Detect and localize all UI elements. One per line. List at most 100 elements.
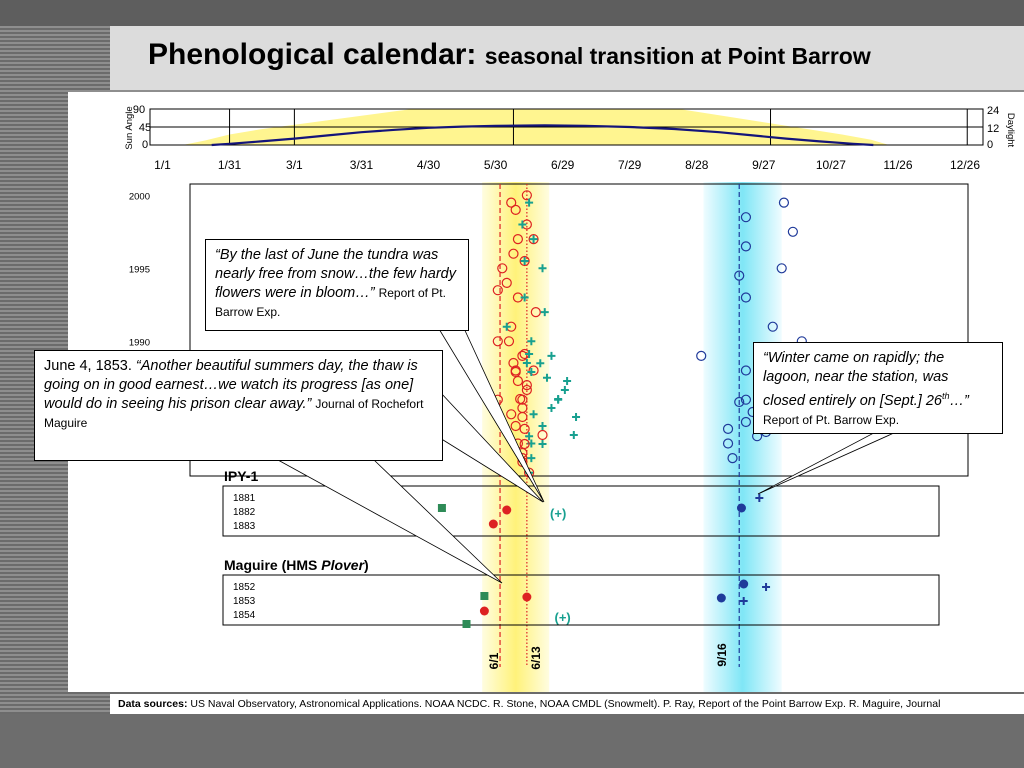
y-tick-right: 0 bbox=[987, 139, 993, 151]
snowmelt-circle bbox=[519, 423, 530, 434]
callout-winter-source: Report of Pt. Barrow Exp. bbox=[763, 412, 900, 427]
maguire-year: 1854 bbox=[233, 610, 256, 621]
snowmelt-cross bbox=[529, 410, 538, 419]
snowmelt-cross bbox=[554, 395, 563, 403]
freeze-circle bbox=[734, 396, 745, 408]
maguire-snowfree-square bbox=[480, 592, 489, 600]
callout-maguire-date: June 4, 1853. bbox=[44, 358, 132, 374]
ipy1-year: 1881 bbox=[233, 493, 256, 504]
x-tick-label: 4/30 bbox=[417, 158, 441, 172]
callout-tundra-quote: “By the last of June the tundra was near… bbox=[205, 239, 469, 331]
ipy1-paren-cross: (+) bbox=[550, 506, 566, 521]
callout-winter-sup: th bbox=[941, 391, 950, 401]
maguire-label-suffix: ) bbox=[364, 557, 369, 573]
callout-maguire-text: “Another beautiful summers day, the thaw… bbox=[44, 358, 418, 412]
snowmelt-cross bbox=[525, 198, 534, 207]
freeze-circle bbox=[722, 438, 734, 449]
callout-winter-text: “Winter came on rapidly; the lagoon, nea… bbox=[763, 350, 949, 409]
callout-maguire-quote: June 4, 1853. “Another beautiful summers… bbox=[34, 350, 443, 461]
maguire-freeze-dot bbox=[739, 579, 749, 589]
maguire-snowmelt-dot bbox=[479, 606, 489, 616]
snowmelt-cross bbox=[563, 377, 572, 385]
scatter-plot-frame bbox=[189, 183, 969, 477]
snowmelt-circle bbox=[521, 190, 532, 201]
snowmelt-cross bbox=[538, 264, 547, 273]
snowmelt-cross bbox=[538, 422, 547, 430]
y-axis-label-left: Sun Angle bbox=[124, 106, 135, 149]
freeze-band bbox=[703, 182, 782, 692]
ipy1-snowmelt-dot bbox=[488, 519, 498, 529]
snowmelt-circle bbox=[506, 197, 517, 208]
x-tick-label: 5/30 bbox=[484, 158, 508, 172]
freeze-circle bbox=[776, 263, 787, 274]
snowmelt-cross bbox=[560, 386, 569, 394]
snowmelt-cross bbox=[525, 350, 534, 358]
snowmelt-cross bbox=[547, 404, 556, 412]
maguire-label-ship: Plover bbox=[321, 557, 365, 573]
snowmelt-circle bbox=[503, 336, 515, 347]
y-tick-left: 90 bbox=[133, 104, 145, 116]
snowmelt-circle bbox=[510, 420, 521, 432]
snowmelt-circle bbox=[517, 411, 528, 423]
snowmelt-cross bbox=[502, 322, 511, 331]
freeze-circle bbox=[722, 423, 734, 434]
x-tick-label: 3/1 bbox=[286, 158, 303, 172]
snowmelt-cross bbox=[542, 373, 551, 382]
freeze-circle bbox=[696, 350, 707, 361]
y-tick-right: 24 bbox=[987, 105, 999, 117]
snowmelt-circle bbox=[519, 255, 530, 267]
snowmelt-cross bbox=[520, 293, 529, 302]
freeze-circle bbox=[787, 226, 798, 237]
snowmelt-circle bbox=[508, 248, 519, 259]
snowmelt-cross bbox=[520, 257, 529, 265]
maguire-snowmelt-dot bbox=[522, 592, 532, 602]
snowmelt-circle bbox=[512, 234, 524, 245]
y-tick-label: 1990 bbox=[129, 337, 150, 348]
freeze-circle bbox=[740, 292, 752, 303]
snowmelt-circle bbox=[528, 365, 539, 376]
snowmelt-cross bbox=[527, 454, 536, 463]
ipy1-year: 1882 bbox=[233, 507, 256, 518]
snowmelt-cross bbox=[538, 440, 547, 448]
freeze-circle bbox=[734, 270, 745, 281]
x-tick-label: 1/31 bbox=[218, 158, 242, 172]
freeze-circle bbox=[767, 321, 778, 332]
snowmelt-circle bbox=[510, 204, 521, 216]
snowmelt-circle bbox=[492, 285, 503, 296]
freeze-circle bbox=[740, 241, 752, 252]
y-tick-left: 0 bbox=[142, 139, 148, 151]
maguire-cross bbox=[739, 597, 748, 605]
snowmelt-circle bbox=[512, 375, 524, 387]
ipy1-freeze-dot bbox=[736, 503, 746, 513]
snowmelt-circle bbox=[528, 234, 539, 245]
maguire-label: Maguire (HMS Plover) bbox=[224, 557, 369, 573]
x-tick-label: 10/27 bbox=[816, 158, 846, 172]
ipy1-label: IPY-1 bbox=[224, 468, 258, 484]
sun-angle-line bbox=[211, 124, 874, 147]
freeze-circle bbox=[740, 212, 752, 223]
snowmelt-circle bbox=[517, 350, 528, 361]
data-sources-text: US Naval Observatory, Astronomical Appli… bbox=[190, 698, 941, 710]
y-tick-label: 2000 bbox=[129, 191, 150, 202]
x-tick-label: 3/31 bbox=[350, 158, 374, 172]
x-tick-label: 7/29 bbox=[618, 158, 642, 172]
snowmelt-cross bbox=[525, 432, 534, 441]
ipy1-snowmelt-dot bbox=[502, 505, 512, 515]
snowmelt-cross bbox=[518, 220, 527, 229]
y-tick-left: 45 bbox=[139, 122, 151, 134]
x-tick-label: 11/26 bbox=[883, 158, 912, 172]
maguire-freeze-dot bbox=[716, 593, 726, 603]
vline-label-9-16: 9/16 bbox=[715, 643, 729, 667]
maguire-cross bbox=[762, 583, 771, 591]
freeze-circle bbox=[778, 197, 790, 208]
ipy1-record-box bbox=[222, 485, 940, 537]
snowmelt-cross bbox=[540, 308, 549, 317]
freeze-circle bbox=[727, 453, 738, 464]
snowmelt-cross bbox=[529, 235, 538, 244]
title-bar bbox=[110, 26, 1024, 90]
snowmelt-circle bbox=[521, 384, 532, 396]
maguire-record-box bbox=[222, 574, 940, 626]
snowmelt-circle bbox=[506, 409, 517, 420]
ipy1-year: 1883 bbox=[233, 521, 256, 532]
y-tick-label: 1995 bbox=[129, 264, 150, 275]
